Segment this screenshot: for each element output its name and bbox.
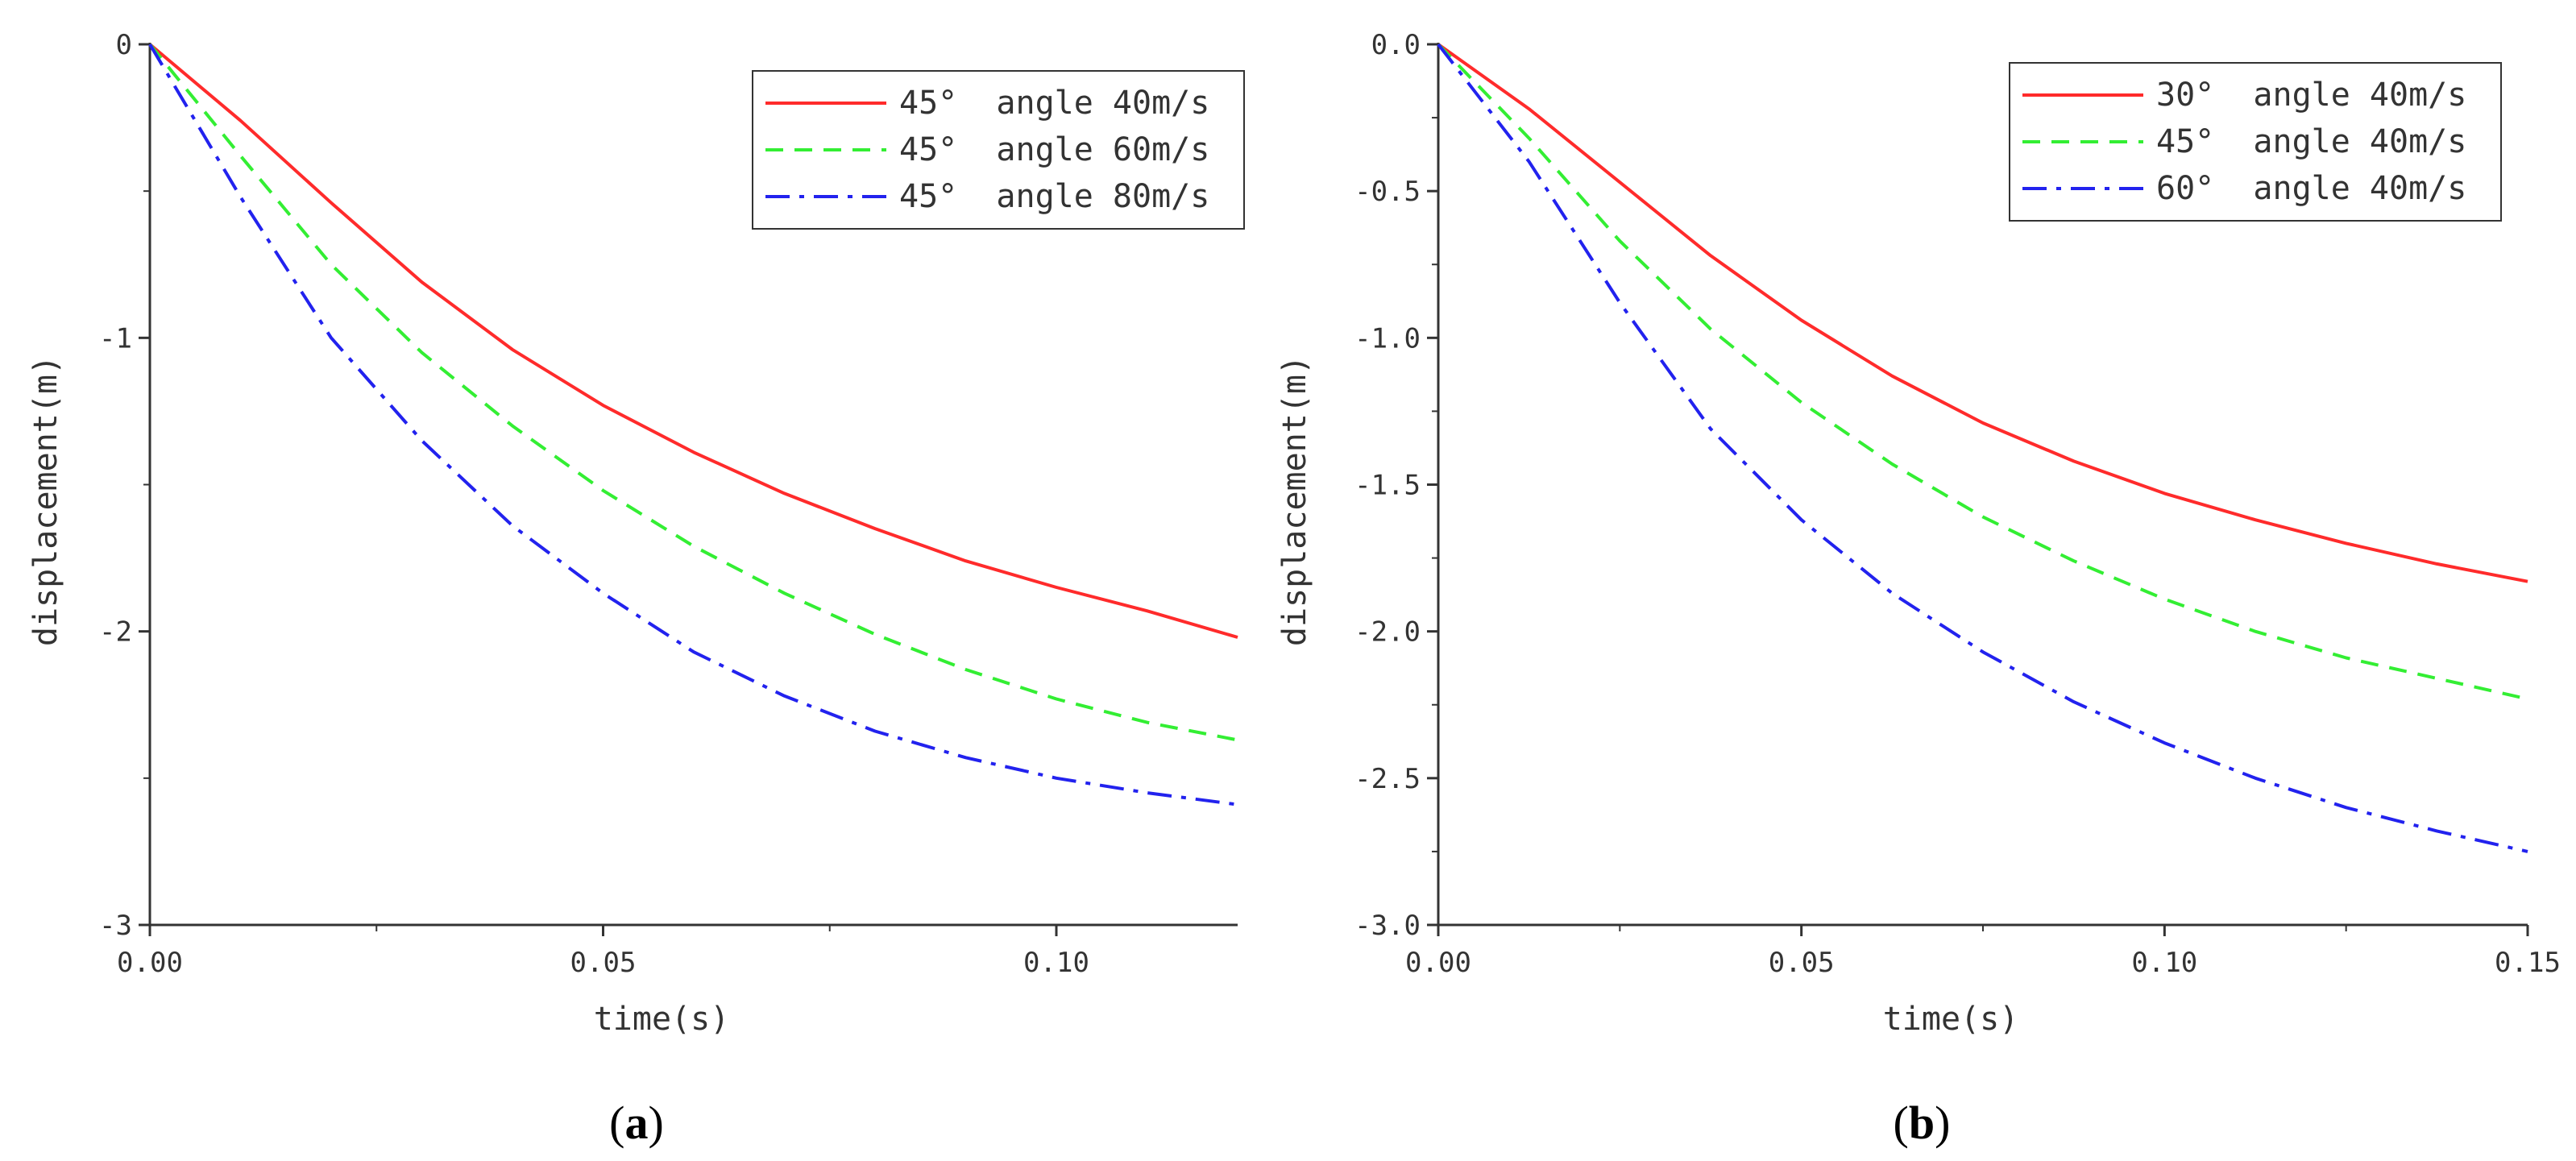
panel-b-y-tick-label: -3.0 bbox=[1354, 910, 1421, 942]
panel-a-y-tick-label: -1 bbox=[99, 322, 132, 355]
panel-b-legend-label-1: 30° angle 40m/s bbox=[2156, 77, 2466, 114]
panel-a-series-line-3 bbox=[148, 43, 1238, 806]
panel-b-x-tick-label: 0.00 bbox=[1405, 947, 1471, 979]
panel-b-y-tick-label: -0.5 bbox=[1354, 176, 1421, 208]
panel-b-x-tick-label: 0.05 bbox=[1769, 947, 1835, 979]
panel-a-y-tick-label: -3 bbox=[99, 910, 132, 942]
panel-a-series-line-2 bbox=[148, 43, 1238, 742]
panel-b-y-tick-label: 0.0 bbox=[1371, 29, 1421, 61]
panel-a-legend-label-2: 45° angle 60m/s bbox=[899, 131, 1209, 168]
panel-a-x-tick-label: 0.05 bbox=[570, 947, 637, 979]
panel-b-label: (b) bbox=[1894, 1097, 1951, 1149]
panel-b-x-tick-label: 0.10 bbox=[2131, 947, 2197, 979]
panel-a-x-tick-label: 0.10 bbox=[1023, 947, 1089, 979]
panel-a-y-tick-label: 0 bbox=[116, 29, 132, 61]
panel-a-y-axis-title: displacement(m) bbox=[27, 355, 64, 646]
panel-b-x-tick-label: 0.15 bbox=[2495, 947, 2561, 979]
panel-b-chart: 0.00 0.05 0.10 0.15 0.0 -0.5 -1.0 -1.5 -2.0 -2.5 -… bbox=[1276, 29, 2561, 1038]
panel-b-y-tick-label: -1.0 bbox=[1354, 322, 1421, 355]
panel-b-series-line-2 bbox=[1437, 43, 2528, 701]
panel-b-y-tick-label: -2.5 bbox=[1354, 763, 1421, 795]
panel-b-series-line-1 bbox=[1437, 43, 2528, 583]
panel-a-x-tick-label: 0.00 bbox=[117, 947, 183, 979]
panel-a-y-tick-label: -2 bbox=[99, 616, 132, 649]
panel-a-x-axis-title: time(s) bbox=[594, 1001, 730, 1038]
panel-a-legend-label-1: 45° angle 40m/s bbox=[899, 85, 1209, 122]
panel-a-series-line-1 bbox=[148, 43, 1238, 639]
panel-b-series-line-3 bbox=[1437, 43, 2528, 853]
panel-a-label: (a) bbox=[609, 1097, 664, 1149]
panel-a-legend-label-3: 45° angle 80m/s bbox=[899, 178, 1209, 215]
panel-b-x-axis-title: time(s) bbox=[1883, 1001, 2019, 1038]
panel-b-y-tick-label: -1.5 bbox=[1354, 470, 1421, 502]
panel-b-y-axis-title: displacement(m) bbox=[1276, 355, 1313, 646]
panel-b-legend-label-2: 45° angle 40m/s bbox=[2156, 123, 2466, 160]
panel-b-legend-label-3: 60° angle 40m/s bbox=[2156, 170, 2466, 207]
panel-b-y-tick-label: -2.0 bbox=[1354, 616, 1421, 649]
panel-a-chart: 0.00 0.05 0.10 0 -1 -2 -3 time(s) displacement(m… bbox=[27, 29, 1245, 1038]
